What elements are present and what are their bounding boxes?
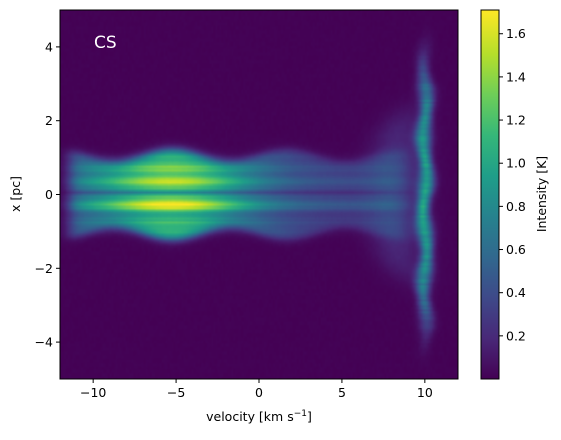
x-tick-label: 0 <box>255 385 263 400</box>
x-tick-label: −10 <box>80 385 106 400</box>
y-axis: −4 −2 0 2 4 <box>35 39 60 350</box>
y-tick-label: −4 <box>35 335 53 350</box>
colorbar-frame <box>480 9 500 380</box>
x-tick-label: 5 <box>338 385 346 400</box>
colorbar-tick-label: 1.6 <box>506 26 526 41</box>
y-axis-label: x [pc] <box>8 176 23 212</box>
colorbar-gradient <box>481 10 499 379</box>
plot-area: CS <box>59 9 459 380</box>
x-axis-label: velocity [km s−1] <box>206 409 312 424</box>
colorbar-tick-label: 1.0 <box>506 156 526 171</box>
annotation-label: CS <box>94 33 117 53</box>
y-tick-label: −2 <box>35 261 53 276</box>
colorbar-tick-label: 0.2 <box>506 328 526 343</box>
colorbar-label: Intensity [K] <box>534 156 549 232</box>
x-axis: −10 −5 0 5 10 <box>80 379 433 400</box>
colorbar-tick-label: 0.4 <box>506 285 526 300</box>
y-tick-label: 4 <box>45 39 53 54</box>
y-tick-label: 2 <box>45 113 53 128</box>
x-tick-label: 10 <box>417 385 433 400</box>
colorbar-ticks: 0.2 0.4 0.6 0.8 1.0 1.2 1.4 1.6 <box>499 26 526 343</box>
x-tick-label: −5 <box>167 385 185 400</box>
colorbar-tick-label: 0.6 <box>506 242 526 257</box>
heatmap-image <box>60 10 458 379</box>
colorbar: 0.2 0.4 0.6 0.8 1.0 1.2 1.4 1.6 Intensity [K] <box>480 9 549 380</box>
colorbar-tick-label: 1.4 <box>506 69 526 84</box>
y-tick-label: 0 <box>45 187 53 202</box>
colorbar-tick-label: 1.2 <box>506 113 526 128</box>
colorbar-tick-label: 0.8 <box>506 199 526 214</box>
